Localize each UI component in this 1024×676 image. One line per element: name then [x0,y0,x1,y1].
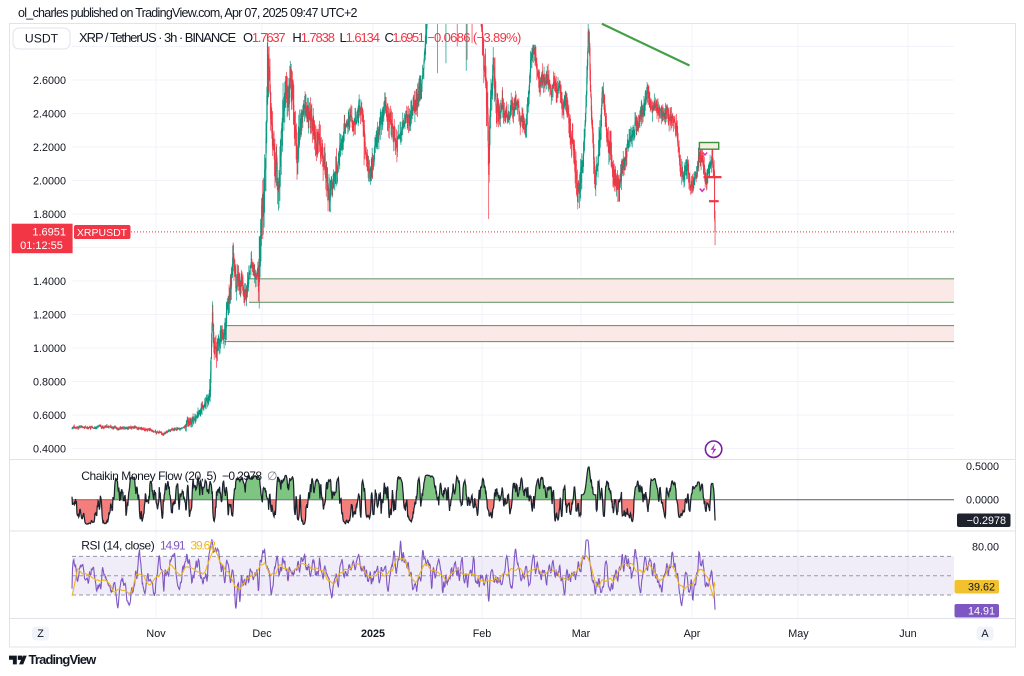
svg-text:Apr: Apr [684,628,701,640]
svg-text:1.8000: 1.8000 [33,209,66,221]
svg-text:H1.7838: H1.7838 [292,30,335,45]
svg-text:May: May [788,628,809,640]
svg-text:A: A [981,628,989,640]
svg-text:0.5000: 0.5000 [966,461,999,473]
svg-text:2.0000: 2.0000 [33,175,66,187]
svg-text:ol_charles published on Tradin: ol_charles published on TradingView.com,… [18,6,358,20]
svg-text:L1.6134: L1.6134 [340,30,381,45]
svg-text:USDT: USDT [25,32,59,46]
svg-text:2.6000: 2.6000 [33,75,66,87]
svg-text:Jun: Jun [899,628,916,640]
svg-text:2.4000: 2.4000 [33,108,66,120]
svg-text:1.6951: 1.6951 [32,227,66,239]
svg-text:O1.7637: O1.7637 [243,30,286,45]
svg-text:39.62: 39.62 [190,538,216,552]
svg-text:Nov: Nov [146,628,166,640]
svg-text:39.62: 39.62 [968,582,995,594]
svg-text:TradingView: TradingView [29,652,98,667]
svg-text:0.6000: 0.6000 [33,410,66,422]
svg-text:80.00: 80.00 [972,541,999,553]
svg-text:XRP / TetherUS · 3h · BINANCE: XRP / TetherUS · 3h · BINANCE [79,30,237,45]
svg-text:∅: ∅ [267,469,277,483]
svg-text:C1.6951: C1.6951 [385,30,425,45]
svg-text:14.91: 14.91 [160,538,186,552]
svg-text:2025: 2025 [361,628,385,640]
svg-text:Dec: Dec [252,628,272,640]
svg-text:Feb: Feb [473,628,492,640]
svg-text:0.8000: 0.8000 [33,376,66,388]
svg-text:Chaikin Money Flow (20, 5): Chaikin Money Flow (20, 5) [81,469,217,483]
svg-text:−0.2978: −0.2978 [222,469,262,483]
svg-text:0.4000: 0.4000 [33,443,66,455]
svg-text:1.2000: 1.2000 [33,309,66,321]
svg-text:1.4000: 1.4000 [33,276,66,288]
svg-text:−0.0686 (−3.89%): −0.0686 (−3.89%) [427,30,521,45]
svg-text:XRPUSDT: XRPUSDT [77,227,128,239]
svg-text:14.91: 14.91 [968,606,995,618]
svg-text:Z: Z [37,628,44,640]
svg-text:−0.2978: −0.2978 [967,515,1006,527]
svg-text:0.0000: 0.0000 [966,495,999,507]
svg-text:Mar: Mar [572,628,591,640]
svg-text:01:12:55: 01:12:55 [20,240,63,252]
svg-text:RSI (14, close): RSI (14, close) [81,538,155,552]
svg-text:1.0000: 1.0000 [33,343,66,355]
svg-text:2.2000: 2.2000 [33,142,66,154]
